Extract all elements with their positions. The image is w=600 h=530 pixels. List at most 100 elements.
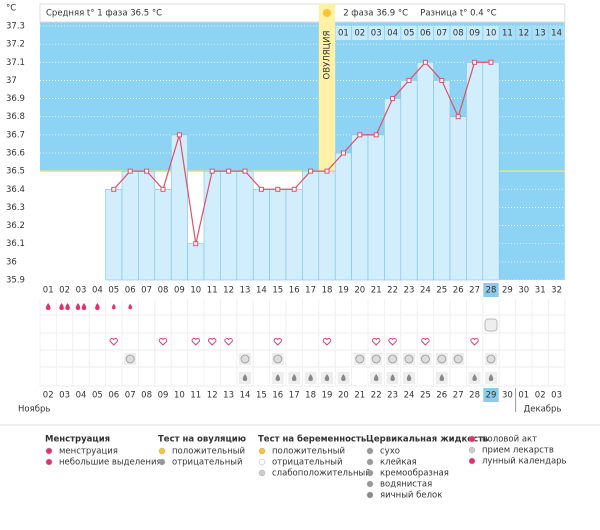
legend-icon: [468, 446, 476, 454]
legend-item: водянистая: [380, 480, 432, 490]
phase2-avg: 2 фаза 36.9 °C: [343, 9, 408, 19]
today-box: [483, 388, 499, 402]
legend-icon: [45, 458, 53, 466]
temp-point: [455, 114, 461, 120]
difference: Разница t° 0.4 °C: [420, 9, 496, 19]
phase2-day: 05: [404, 29, 415, 39]
ovulation-label: ОВУЛЯЦИЯ: [323, 30, 333, 79]
legend-item: прием лекарств: [482, 446, 554, 456]
legend-icon: [366, 469, 374, 477]
temp-point: [275, 186, 281, 192]
phase2-day: 09: [469, 29, 480, 39]
date-label: 26: [436, 391, 447, 401]
x-tick-label: 27: [469, 286, 480, 296]
x-tick-label: 04: [92, 286, 103, 296]
bar: [433, 80, 451, 281]
date-label: 29: [486, 391, 497, 401]
x-tick-label: 06: [125, 286, 136, 296]
phase2-day: 03: [371, 29, 382, 39]
intercourse-icon: [224, 338, 233, 346]
legend-item: лунный календарь: [482, 457, 567, 467]
legend-icon: [366, 458, 374, 466]
legend-item: менструация: [59, 447, 118, 457]
temp-point: [308, 168, 314, 174]
legend-title: Цервикальная жидкость: [366, 435, 488, 445]
date-label: 24: [404, 391, 415, 401]
x-tick-label: 31: [535, 286, 546, 296]
bar: [170, 134, 188, 281]
x-tick-label: 07: [141, 286, 152, 296]
medication-icon: [453, 354, 463, 364]
medication-icon: [486, 354, 496, 364]
legend-icon: [468, 435, 476, 443]
bar: [220, 170, 238, 281]
date-label: 22: [371, 391, 382, 401]
medication-icon: [404, 354, 414, 364]
intercourse-icon: [109, 338, 119, 346]
date-label: 16: [272, 391, 283, 401]
x-tick-label: 16: [289, 286, 300, 296]
x-tick-label: 28: [486, 286, 497, 296]
medication-icon: [371, 354, 381, 364]
y-tick-label: 35.9: [6, 276, 25, 286]
x-tick-label: 23: [404, 286, 415, 296]
legend-icon: [158, 458, 166, 466]
y-tick-label: 36.6: [6, 149, 25, 159]
medication-icon: [388, 354, 398, 364]
intercourse-icon: [470, 338, 479, 346]
legend-item: половой акт: [482, 435, 537, 445]
bar: [351, 134, 369, 281]
x-tick-label: 26: [453, 286, 464, 296]
legend-item: отрицательный: [272, 458, 342, 468]
legend-item: яичный белок: [380, 491, 442, 501]
x-tick-label: 32: [551, 286, 562, 296]
legend-icon: [366, 447, 374, 455]
intercourse-icon: [191, 338, 201, 346]
menstruation-icon: [45, 303, 51, 310]
menstruation-icon: [59, 303, 70, 310]
medication-icon: [355, 354, 365, 364]
temp-point: [209, 168, 215, 174]
temp-point: [111, 186, 117, 192]
bar: [449, 116, 467, 281]
date-label: 14: [240, 391, 251, 401]
date-label: 20: [338, 391, 349, 401]
phase2-day-cell: [548, 26, 565, 40]
x-tick-label: 19: [338, 286, 349, 296]
bar: [121, 170, 139, 281]
phase2-day-cell: [499, 26, 516, 40]
phase2-day: 11: [502, 29, 513, 39]
intercourse-icon: [207, 338, 217, 346]
current-day-box: [483, 283, 499, 297]
legend-title: Менструация: [45, 435, 110, 445]
bar: [203, 170, 221, 281]
menstruation-icon: [75, 303, 87, 310]
temp-point: [258, 186, 264, 192]
phase2-day: 06: [420, 29, 431, 39]
phase2-day-cell: [516, 26, 532, 40]
date-label: 21: [354, 391, 365, 401]
cervical-icon: [390, 374, 395, 381]
medication-icon: [273, 354, 283, 364]
phase2-day-cell: [434, 26, 450, 40]
phase2-day: 01: [338, 29, 349, 39]
x-tick-label: 03: [76, 286, 87, 296]
x-tick-label: 10: [190, 286, 201, 296]
temp-point: [472, 59, 478, 65]
cervical-icon: [472, 374, 477, 381]
intercourse-icon: [421, 338, 430, 346]
y-tick-label: 37.1: [6, 58, 25, 68]
x-tick-label: 20: [354, 286, 365, 296]
intercourse-icon: [388, 338, 397, 346]
intercourse-icon: [158, 338, 168, 346]
x-tick-label: 22: [387, 286, 398, 296]
x-tick-label: 01: [43, 286, 54, 296]
bar: [285, 188, 303, 281]
x-tick-label: 15: [272, 286, 283, 296]
x-tick-label: 02: [59, 286, 70, 296]
x-tick-label: 09: [174, 286, 185, 296]
legend-title: Тест на беременность: [258, 434, 366, 445]
bar: [236, 170, 254, 281]
temp-point: [324, 168, 330, 174]
legend-icon: [258, 458, 266, 466]
